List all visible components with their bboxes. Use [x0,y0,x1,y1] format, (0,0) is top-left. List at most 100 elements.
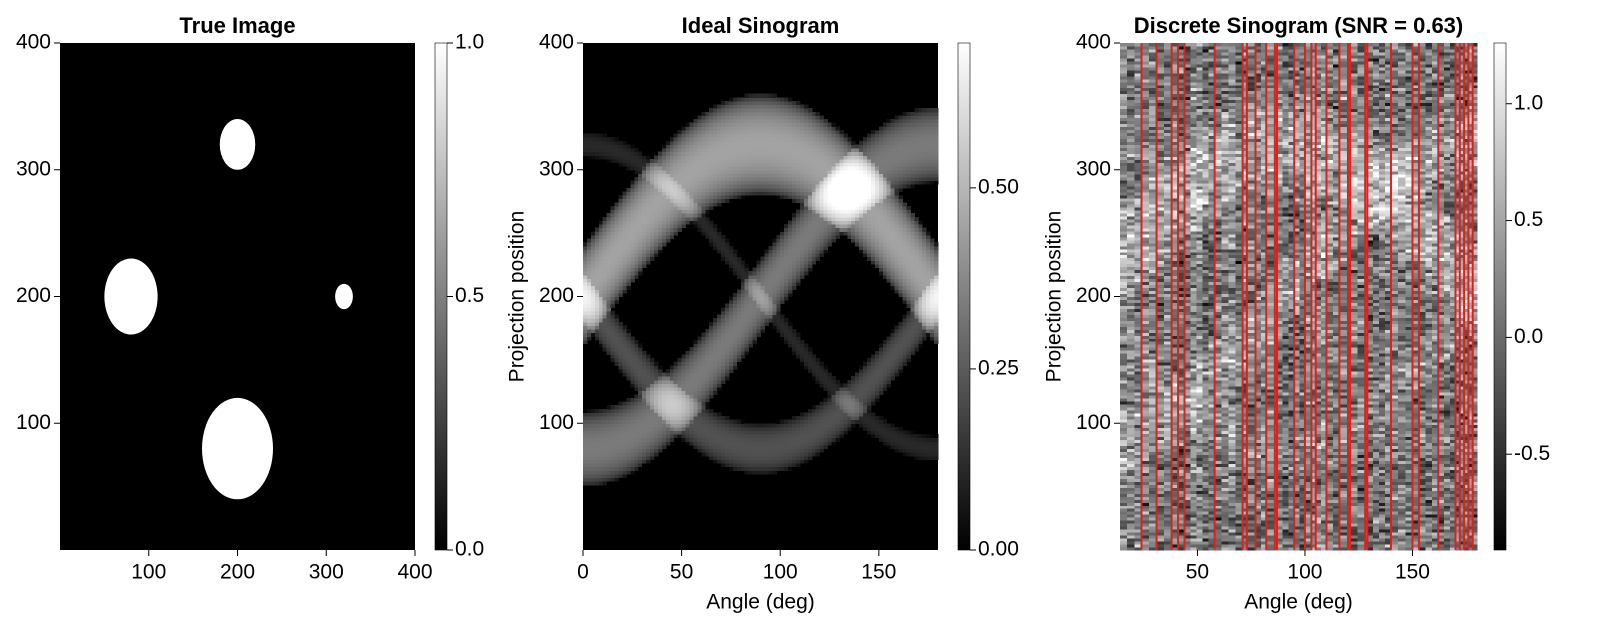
heatmap-cell [796,339,801,345]
heatmap-cell [630,455,635,460]
heatmap-cell [847,176,852,182]
heatmap-cell [586,332,592,337]
heatmap-cell [855,173,860,178]
heatmap-cell [693,148,698,153]
heatmap-cell [669,213,675,218]
heatmap-cell [744,169,750,174]
heatmap-cell [855,231,860,236]
heatmap-cell [815,144,821,149]
heatmap-cell [748,148,754,153]
heatmap-cell [638,412,643,417]
heatmap-cell [744,187,750,192]
heatmap-cell [792,350,797,355]
heatmap-cell [709,376,714,381]
heatmap-cell [811,205,817,211]
heatmap-cell [732,343,738,348]
heatmap-cell [614,459,619,464]
heatmap-cell [661,213,667,218]
heatmap-cell [689,220,694,225]
heatmap-cell [634,463,639,468]
heatmap-cell [622,231,627,236]
heatmap-cell [748,166,754,171]
heatmap-cell [654,227,659,232]
heatmap-cell [594,253,600,258]
heatmap-cell [646,187,651,192]
heatmap-cell [799,126,805,131]
heatmap-cell [606,263,612,269]
heatmap-cell [586,473,592,479]
heatmap-cell [855,169,860,174]
heatmap-cell [638,202,643,207]
heatmap-cell [839,162,844,167]
heatmap-cell [594,412,600,417]
heatmap-cell [815,111,821,116]
heatmap-cell [669,231,675,236]
heatmap-cell [642,448,647,453]
heatmap-cell [728,126,734,131]
heatmap-cell [689,166,694,171]
heatmap-cell [681,155,687,160]
heatmap-cell [811,158,817,164]
heatmap-cell [669,176,675,182]
heatmap-cell [843,426,848,431]
heatmap-cell [792,253,797,258]
heatmap-cell [807,408,813,413]
heatmap-cell [705,205,710,211]
heatmap-cell [646,405,651,410]
heatmap-cell [657,408,663,413]
heatmap-cell [855,148,860,153]
heatmap-cell [689,202,694,207]
heatmap-cell [661,187,667,192]
heatmap-cell [780,466,785,471]
heatmap-cell [673,372,679,377]
heatmap-cell [772,253,777,258]
heatmap-cell [650,416,655,421]
heatmap-cell [614,437,619,442]
heatmap-cell [602,249,608,254]
heatmap-cell [626,444,631,450]
heatmap-cell [796,119,801,124]
heatmap-cell [606,216,612,221]
heatmap-cell [713,350,718,355]
heatmap-cell [890,151,896,156]
heatmap-cell [685,151,690,156]
heatmap-cell [661,234,667,240]
heatmap-cell [764,307,769,312]
heatmap-cell [882,361,888,366]
heatmap-cell [811,176,817,182]
heatmap-cell [732,133,738,138]
heatmap-cell [725,108,730,113]
heatmap-cell [839,129,844,135]
heatmap-cell [894,231,900,236]
heatmap-cell [851,408,856,413]
heatmap-cell [685,354,690,359]
heatmap-cell [602,310,608,316]
heatmap-cell [606,452,612,457]
heatmap-cell [610,426,616,431]
heatmap-cell [788,452,793,457]
heatmap-cell [768,122,773,127]
heatmap-cell [665,184,671,189]
heatmap-cell [721,253,726,258]
heatmap-cell [863,376,868,381]
heatmap-cell [878,354,884,359]
heatmap-cell [594,434,600,439]
heatmap-cell [768,129,773,135]
heatmap-cell [863,361,868,366]
heatmap-cell [594,278,600,283]
heatmap-cell [717,376,722,381]
heatmap-cell [756,133,761,138]
heatmap-cell [697,151,702,156]
heatmap-cell [685,419,690,424]
heatmap-cell [701,140,706,145]
heatmap-cell [583,285,588,290]
heatmap-cell [843,387,848,392]
heatmap-cell [843,231,848,236]
heatmap-cell [874,242,880,247]
heatmap-cell [803,416,809,421]
heatmap-cell [744,448,750,453]
heatmap-cell [725,423,730,428]
heatmap-cell [732,452,738,457]
heatmap-cell [878,209,884,214]
heatmap-cell [796,133,801,138]
